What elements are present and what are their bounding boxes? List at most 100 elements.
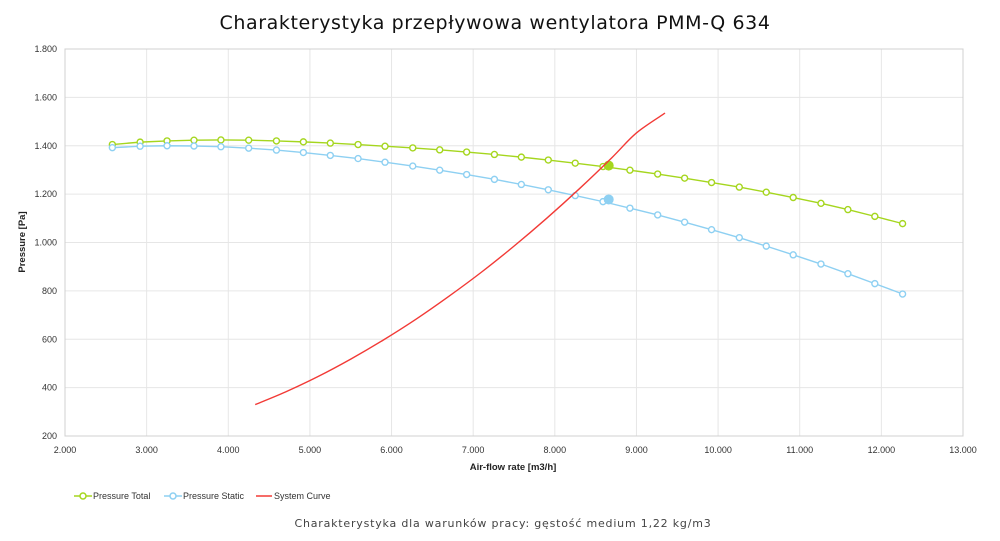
x-tick-label: 3.000 <box>135 445 158 455</box>
legend-label-pressure-static: Pressure Static <box>183 491 245 501</box>
y-axis-label: Pressure [Pa] <box>17 211 28 272</box>
data-point-pressure-total[interactable] <box>626 166 634 174</box>
data-point-pressure-static[interactable] <box>244 144 253 152</box>
legend-item-pressure-static[interactable]: Pressure Static <box>164 491 245 501</box>
data-point-pressure-static[interactable] <box>680 218 689 226</box>
data-point-pressure-total[interactable] <box>326 139 335 147</box>
data-point-pressure-static[interactable] <box>762 242 770 250</box>
data-point-pressure-total[interactable] <box>871 212 879 221</box>
operating-point-pressure-static[interactable] <box>603 194 614 205</box>
data-point-pressure-static[interactable] <box>898 290 907 298</box>
data-point-pressure-static[interactable] <box>817 260 825 268</box>
data-point-pressure-total[interactable] <box>735 183 744 191</box>
x-tick-label: 10.000 <box>704 445 732 455</box>
data-point-pressure-static[interactable] <box>844 270 852 278</box>
data-point-pressure-total[interactable] <box>707 178 716 187</box>
series-layer <box>108 112 907 406</box>
data-point-pressure-total[interactable] <box>299 138 308 146</box>
grid-layer <box>64 48 964 437</box>
data-point-pressure-static[interactable] <box>326 151 335 160</box>
x-tick-label: 8.000 <box>544 445 567 455</box>
data-point-pressure-static[interactable] <box>354 154 362 163</box>
y-tick-label: 1.200 <box>34 189 57 199</box>
data-point-pressure-static[interactable] <box>381 158 389 166</box>
chart-title: Charakterystyka przepływowa wentylatora … <box>219 12 770 34</box>
data-point-pressure-static[interactable] <box>436 166 444 174</box>
data-point-pressure-static[interactable] <box>871 279 879 288</box>
series-line-system-curve <box>254 112 666 406</box>
legend-marker-pressure-static <box>169 492 177 500</box>
data-point-pressure-total[interactable] <box>272 137 281 145</box>
x-axis-label: Air-flow rate [m3/h] <box>470 462 557 473</box>
legend: Pressure Total Pressure Static System Cu… <box>74 491 331 501</box>
data-point-pressure-static[interactable] <box>136 142 144 150</box>
legend-item-system-curve[interactable]: System Curve <box>256 491 331 501</box>
y-axis-ticks: 200 400 600 800 1.000 1.200 1.400 1.600 1.800 <box>34 44 57 441</box>
data-point-pressure-total[interactable] <box>436 146 444 154</box>
data-point-pressure-static[interactable] <box>409 162 417 170</box>
data-point-pressure-total[interactable] <box>817 199 825 208</box>
data-point-pressure-static[interactable] <box>653 211 662 219</box>
data-point-pressure-static[interactable] <box>517 180 526 189</box>
data-point-pressure-static[interactable] <box>544 186 552 194</box>
y-tick-label: 400 <box>42 383 57 393</box>
data-point-pressure-static[interactable] <box>217 143 225 151</box>
data-point-pressure-static[interactable] <box>626 204 634 212</box>
series-pressure-total <box>108 136 907 228</box>
y-tick-label: 600 <box>42 334 57 344</box>
data-point-pressure-static[interactable] <box>108 143 117 152</box>
x-tick-label: 7.000 <box>462 445 485 455</box>
data-point-pressure-static[interactable] <box>190 142 198 150</box>
data-point-pressure-total[interactable] <box>653 170 662 178</box>
x-tick-label: 6.000 <box>380 445 403 455</box>
y-tick-label: 1.800 <box>34 44 57 54</box>
data-point-pressure-total[interactable] <box>354 140 362 149</box>
data-point-pressure-total[interactable] <box>409 144 417 152</box>
y-tick-label: 1.600 <box>34 92 57 102</box>
series-line-pressure-static <box>112 145 903 295</box>
data-point-pressure-total[interactable] <box>844 205 852 214</box>
data-point-pressure-static[interactable] <box>163 142 171 150</box>
data-point-pressure-total[interactable] <box>898 219 907 228</box>
data-point-pressure-static[interactable] <box>272 146 281 154</box>
y-tick-label: 1.000 <box>34 238 57 248</box>
data-point-pressure-total[interactable] <box>381 142 389 150</box>
data-point-pressure-total[interactable] <box>680 174 689 182</box>
data-point-pressure-total[interactable] <box>544 156 552 164</box>
x-tick-label: 2.000 <box>54 445 77 455</box>
data-point-pressure-static[interactable] <box>707 225 716 234</box>
data-point-pressure-total[interactable] <box>244 136 253 144</box>
data-point-pressure-total[interactable] <box>762 188 770 196</box>
data-point-pressure-total[interactable] <box>789 193 797 202</box>
y-tick-label: 200 <box>42 431 57 441</box>
series-line-pressure-total <box>112 139 903 225</box>
data-point-pressure-static[interactable] <box>735 233 744 242</box>
legend-label-system-curve: System Curve <box>274 491 331 501</box>
x-tick-label: 5.000 <box>299 445 322 455</box>
x-tick-label: 11.000 <box>786 445 813 455</box>
x-tick-label: 9.000 <box>625 445 648 455</box>
legend-marker-pressure-total <box>79 492 87 500</box>
data-point-pressure-static[interactable] <box>299 148 308 157</box>
data-point-pressure-total[interactable] <box>490 150 499 159</box>
data-point-pressure-total[interactable] <box>571 159 579 167</box>
data-point-pressure-static[interactable] <box>789 251 797 259</box>
series-system-curve <box>254 112 666 406</box>
data-point-pressure-total[interactable] <box>517 153 526 161</box>
operating-point-pressure-total[interactable] <box>603 160 614 171</box>
x-tick-label: 13.000 <box>949 445 977 455</box>
x-axis-ticks: 2.000 3.000 4.000 5.000 6.000 7.000 8.000 9.000… <box>54 445 977 455</box>
data-point-pressure-static[interactable] <box>490 175 499 184</box>
x-tick-label: 12.000 <box>868 445 896 455</box>
y-tick-label: 1.400 <box>34 141 57 151</box>
data-point-pressure-total[interactable] <box>190 136 198 144</box>
data-point-pressure-total[interactable] <box>217 136 225 144</box>
data-point-pressure-total[interactable] <box>462 148 471 156</box>
chart-subtitle: Charakterystyka dla warunków pracy: gęst… <box>294 517 711 530</box>
legend-item-pressure-total[interactable]: Pressure Total <box>74 491 150 501</box>
legend-label-pressure-total: Pressure Total <box>93 491 150 501</box>
x-tick-label: 4.000 <box>217 445 240 455</box>
data-point-pressure-static[interactable] <box>462 170 471 179</box>
